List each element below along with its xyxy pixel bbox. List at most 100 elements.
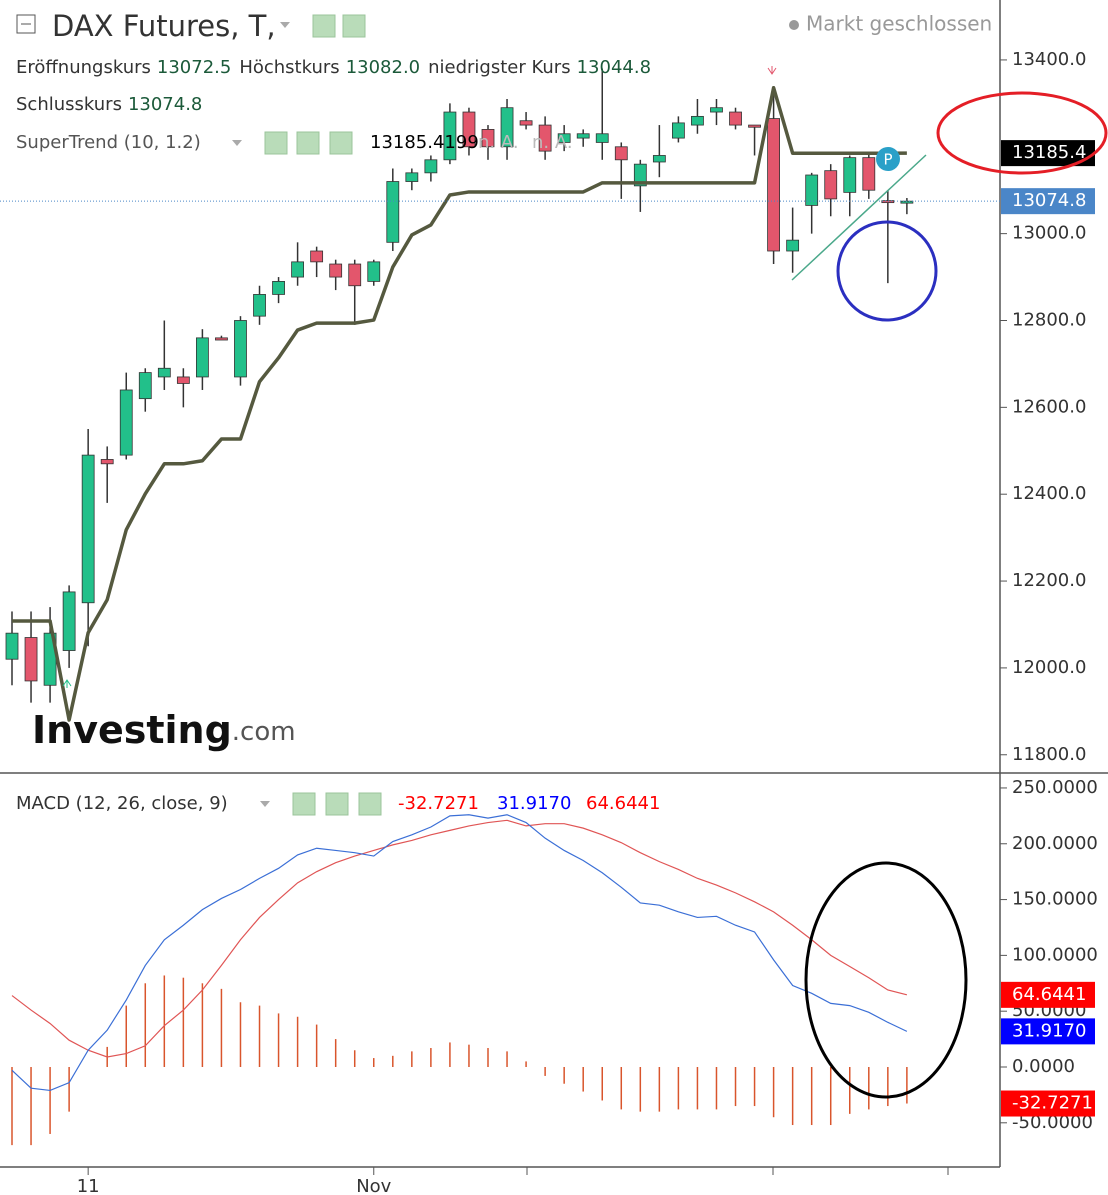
pivot-letter: P [883, 151, 892, 169]
candle-body [443, 111, 457, 161]
candle-body [253, 294, 266, 317]
x-tick-label: 11 [77, 1176, 100, 1195]
dropdown[interactable] [280, 22, 290, 28]
dropdown[interactable] [232, 140, 242, 146]
eye-button[interactable] [264, 131, 288, 155]
candle-body [843, 157, 857, 193]
candle-body [881, 200, 895, 204]
candle-body [24, 637, 38, 682]
macd-title: MACD (12, 26, close, 9) [16, 793, 228, 814]
y-tick-label: 12400.0 [1012, 483, 1086, 504]
candle-body [62, 591, 76, 651]
indicator-value: 13185.4199 [370, 132, 479, 153]
y-tick-label: 12200.0 [1012, 570, 1086, 591]
legend-name: Höchstkurs [239, 57, 339, 78]
annotation-circle [836, 220, 938, 322]
price-tag-label: 13074.8 [1012, 190, 1086, 211]
legend-value: 13044.8 [577, 57, 651, 78]
value-tag-label: 64.6441 [1012, 984, 1086, 1005]
candle-body [81, 454, 95, 604]
sell-arrow [767, 66, 777, 75]
y-tick-label: 11800.0 [1012, 744, 1086, 765]
legend-value: 13082.0 [346, 57, 420, 78]
y-tick-label: -50.0000 [1012, 1112, 1093, 1133]
candle-body [614, 146, 628, 161]
value-tag [1001, 1018, 1095, 1045]
candle-body [157, 367, 171, 378]
legend-value: 13072.5 [157, 57, 231, 78]
logo-suffix: .com [232, 717, 296, 747]
candle-body [633, 163, 647, 187]
candle-body [348, 263, 362, 287]
market-status: Markt geschlossen [806, 12, 992, 36]
candle-body [329, 263, 343, 278]
candle-body [234, 320, 247, 378]
candle-body [672, 122, 685, 139]
candle-body [652, 155, 666, 163]
remove-button[interactable] [358, 792, 382, 816]
value-tag-label: -32.7271 [1012, 1093, 1093, 1114]
signal-line [11, 819, 908, 1058]
candle-body [310, 250, 324, 263]
y-tick-label: 12600.0 [1012, 396, 1086, 417]
trend-line [791, 154, 927, 281]
value-tag-label: 31.9170 [1012, 1020, 1086, 1041]
macd-line [11, 814, 908, 1092]
settings-button[interactable] [296, 131, 320, 155]
candle-body [272, 281, 285, 295]
macd-legend-value: 31.9170 [497, 793, 571, 814]
candle-body [424, 159, 438, 174]
candle-body [691, 115, 704, 126]
value-tag [1001, 981, 1095, 1008]
indicator-title: SuperTrend (10, 1.2) [16, 132, 201, 153]
y-tick-label: 150.0000 [1012, 889, 1098, 910]
price-tag-label: 13185.4 [1012, 142, 1086, 163]
pivot-marker[interactable] [876, 147, 900, 171]
macd-legend-value: -32.7271 [398, 793, 479, 814]
candle-body [100, 459, 114, 465]
legend-name: niedrigster Kurs [428, 57, 570, 78]
ohlc-legend: Schlusskurs 13074.8 [16, 94, 202, 115]
candle-body [5, 632, 19, 660]
candle-body [786, 239, 800, 252]
logo: Investing.com [32, 708, 296, 752]
candle-body [557, 133, 571, 143]
remove-button[interactable] [329, 131, 353, 155]
settings-button[interactable] [342, 14, 366, 38]
y-tick-label: 12000.0 [1012, 657, 1086, 678]
y-tick-label: 250.0000 [1012, 777, 1098, 798]
collapse-button[interactable] [16, 14, 36, 34]
price-tag [1001, 188, 1095, 215]
value-tag [1001, 1090, 1095, 1117]
candle-body [481, 129, 495, 148]
candle-body [824, 170, 838, 200]
candle-body [500, 107, 514, 148]
y-tick-label: 13400.0 [1012, 49, 1086, 70]
eye-button[interactable] [292, 792, 316, 816]
y-tick-label: 0.0000 [1012, 1056, 1075, 1077]
candle-body [195, 337, 209, 378]
candle-body [291, 261, 305, 278]
candle-body [138, 372, 152, 400]
dropdown[interactable] [260, 801, 270, 807]
macd-plot [11, 814, 908, 1146]
overlay: 11800.0 12000.0 12200.0 12400.0 12600.0 12800… [77, 49, 1098, 1195]
price-plot [0, 68, 1000, 722]
y-tick-label: 13000.0 [1012, 223, 1086, 244]
candle-body [538, 124, 552, 152]
candle-body [405, 172, 419, 182]
candle-body [862, 157, 876, 191]
candle-body [119, 389, 133, 456]
candle-body [576, 133, 590, 139]
candle-body [519, 120, 533, 126]
candle-body [462, 111, 476, 148]
candle-body [386, 181, 400, 243]
candle-body [595, 133, 609, 143]
supertrend-line [12, 85, 907, 722]
legend-name: Schlusskurs [16, 94, 122, 115]
annotation-ellipse [936, 91, 1108, 175]
settings-button[interactable] [325, 792, 349, 816]
eye-button[interactable] [312, 14, 336, 38]
candle-body [215, 337, 228, 341]
